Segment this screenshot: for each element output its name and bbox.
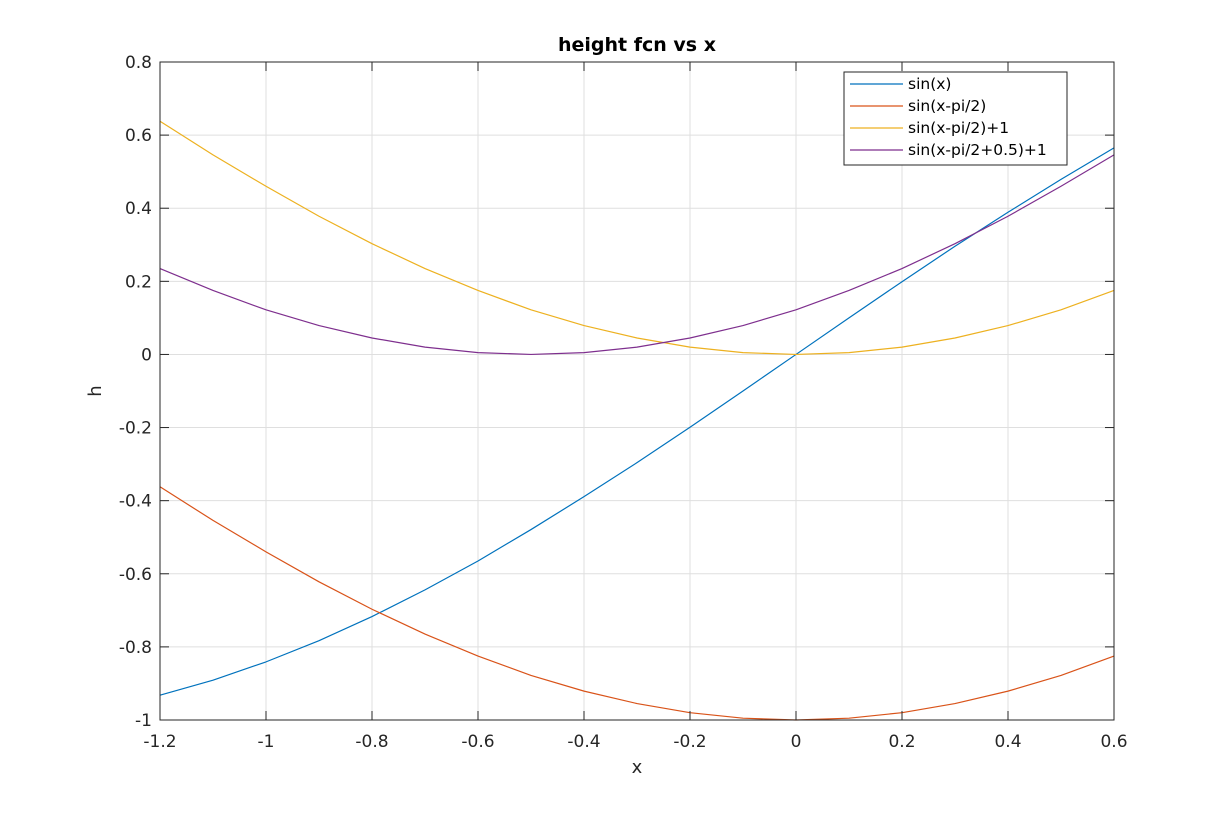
legend-label-1: sin(x) <box>908 75 951 93</box>
legend-label-2: sin(x-pi/2) <box>908 97 986 115</box>
series-lines <box>159 120 1115 721</box>
x-tick-label: -0.8 <box>355 732 388 752</box>
x-axis-label: x <box>632 757 643 778</box>
ticks: -1.2 -1 -0.8 -0.6 -0.4 -0.2 0 0.2 0.4 0.6-1-0.8-0… <box>119 53 1128 752</box>
y-tick-label: -0.8 <box>119 638 152 658</box>
x-tick-label: -1.2 <box>143 732 176 752</box>
series-line-4 <box>159 154 1115 356</box>
x-tick-label: 0.2 <box>888 732 915 752</box>
x-tick-label: -1 <box>258 732 275 752</box>
series-line-3 <box>159 120 1115 356</box>
y-tick-label: 0 <box>141 345 152 365</box>
y-tick-label: 0.2 <box>125 272 152 292</box>
chart-title: height fcn vs x <box>558 34 716 56</box>
x-tick-label: 0.4 <box>994 732 1021 752</box>
legend: sin(x) sin(x-pi/2) sin(x-pi/2)+1 sin(x-pi/2… <box>843 71 1068 166</box>
legend-label-3: sin(x-pi/2)+1 <box>908 119 1009 137</box>
series-line-2 <box>159 486 1115 721</box>
legend-label-4: sin(x-pi/2+0.5)+1 <box>908 141 1047 159</box>
x-tick-label: 0 <box>791 732 802 752</box>
x-tick-label: 0.6 <box>1100 732 1127 752</box>
legend-entries: sin(x) sin(x-pi/2) sin(x-pi/2)+1 sin(x-pi/2… <box>850 75 1047 159</box>
y-tick-label: -0.6 <box>119 565 152 585</box>
series-line-1 <box>159 147 1115 696</box>
y-tick-label: -0.2 <box>119 419 152 439</box>
axes-box <box>159 61 1115 721</box>
y-tick-label: -0.4 <box>119 492 152 512</box>
y-axis-label: h <box>85 385 106 396</box>
y-tick-label: 0.6 <box>125 126 152 146</box>
y-tick-label: -1 <box>135 711 152 731</box>
x-tick-label: -0.2 <box>673 732 706 752</box>
x-tick-label: -0.4 <box>567 732 600 752</box>
x-tick-label: -0.6 <box>461 732 494 752</box>
y-tick-label: 0.4 <box>125 199 152 219</box>
y-tick-label: 0.8 <box>125 53 152 73</box>
